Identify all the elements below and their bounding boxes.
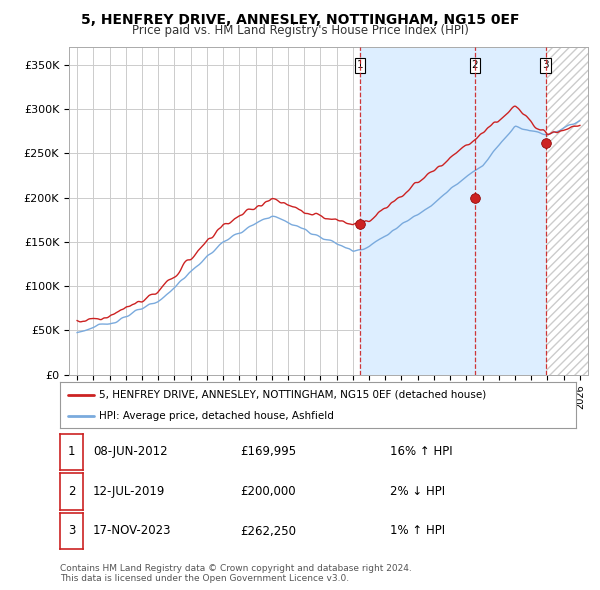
Bar (360, 47, 545, 375)
Text: £169,995: £169,995 (240, 445, 296, 458)
Text: 08-JUN-2012: 08-JUN-2012 (93, 445, 167, 458)
Text: 3: 3 (68, 525, 75, 537)
Text: 1: 1 (356, 61, 363, 70)
Text: 12-JUL-2019: 12-JUL-2019 (93, 485, 166, 498)
Text: 1: 1 (68, 445, 75, 458)
Bar (545, 47, 600, 375)
Text: Contains HM Land Registry data © Crown copyright and database right 2024.
This d: Contains HM Land Registry data © Crown c… (60, 563, 412, 583)
Text: 1% ↑ HPI: 1% ↑ HPI (390, 525, 445, 537)
Text: HPI: Average price, detached house, Ashfield: HPI: Average price, detached house, Ashf… (98, 411, 334, 421)
Bar (545, 47, 600, 375)
Text: Price paid vs. HM Land Registry's House Price Index (HPI): Price paid vs. HM Land Registry's House … (131, 24, 469, 37)
Text: 5, HENFREY DRIVE, ANNESLEY, NOTTINGHAM, NG15 0EF (detached house): 5, HENFREY DRIVE, ANNESLEY, NOTTINGHAM, … (98, 389, 486, 399)
Text: 16% ↑ HPI: 16% ↑ HPI (390, 445, 452, 458)
Text: 2: 2 (472, 61, 478, 70)
Text: 2% ↓ HPI: 2% ↓ HPI (390, 485, 445, 498)
Text: 2: 2 (68, 485, 75, 498)
Text: 3: 3 (542, 61, 549, 70)
Text: 17-NOV-2023: 17-NOV-2023 (93, 525, 172, 537)
Text: £200,000: £200,000 (240, 485, 296, 498)
Text: £262,250: £262,250 (240, 525, 296, 537)
Text: 5, HENFREY DRIVE, ANNESLEY, NOTTINGHAM, NG15 0EF: 5, HENFREY DRIVE, ANNESLEY, NOTTINGHAM, … (81, 13, 519, 27)
